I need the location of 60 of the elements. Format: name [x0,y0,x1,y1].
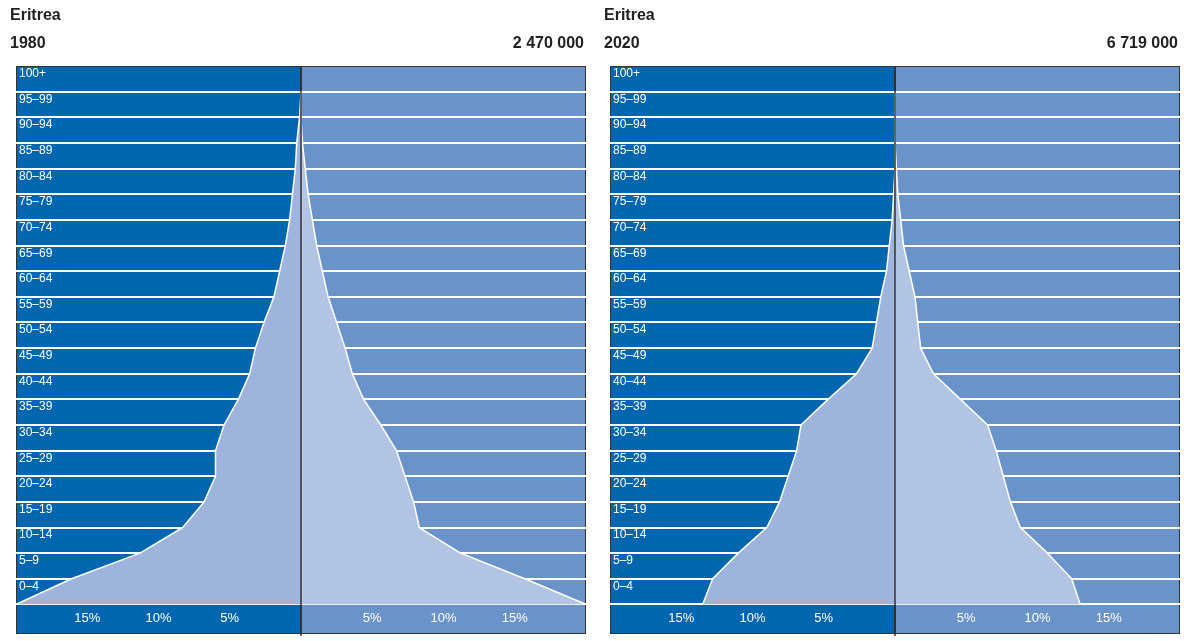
chart-subtitle: 2020 [604,34,640,52]
y-tick-label: 85–89 [19,143,53,158]
y-tick-label: 25–29 [613,450,647,465]
x-tick-label: 5% [220,609,240,625]
y-tick-label: 30–34 [19,424,53,439]
y-tick-label: 55–59 [19,296,53,311]
y-tick-label: 55–59 [613,296,647,311]
y-tick-label: 45–49 [19,348,53,363]
y-tick-label: 5–9 [613,553,634,568]
y-tick-label: 75–79 [613,194,647,209]
chart-title: Eritrea [10,6,61,24]
text: 2 470 000 [512,34,584,52]
y-tick-label: 0–4 [19,578,40,593]
y-tick-label: 50–54 [19,322,53,337]
y-tick-label: 70–74 [613,219,647,234]
y-tick-label: 0–4 [613,578,634,593]
y-tick-label: 75–79 [19,194,53,209]
y-tick-label: 100+ [19,66,47,81]
x-tick-label: 15% [1095,609,1123,625]
y-tick-label: 40–44 [19,373,53,388]
x-tick-label: 10% [145,609,172,625]
y-tick-label: 95–99 [19,91,53,106]
chart-subtitle: 1980 [10,34,46,52]
y-tick-label: 35–39 [613,399,647,414]
y-tick-label: 90–94 [613,117,647,132]
chart-title: Eritrea [604,6,655,24]
y-tick-label: 100+ [613,66,641,81]
y-tick-label: 30–34 [613,424,647,439]
x-tick-label: 5% [362,609,383,625]
x-tick-label: 10% [739,609,766,625]
y-tick-label: 20–24 [613,476,647,491]
text: 6 719 000 [1106,34,1178,52]
x-tick-label: 5% [814,609,834,625]
y-tick-label: 10–14 [19,527,53,542]
y-tick-label: 65–69 [19,245,53,260]
y-tick-label: 60–64 [19,271,53,286]
y-tick-label: 5–9 [19,553,40,568]
y-tick-label: 15–19 [19,501,53,516]
x-tick-label: 5% [956,609,977,625]
y-tick-label: 50–54 [613,322,647,337]
y-tick-label: 25–29 [19,450,53,465]
y-tick-label: 85–89 [613,143,647,158]
y-tick-label: 90–94 [19,117,53,132]
y-tick-label: 60–64 [613,271,647,286]
x-tick-label: 15% [668,609,695,625]
y-tick-label: 70–74 [19,219,53,234]
x-tick-label: 15% [501,609,529,625]
x-tick-label: 10% [430,609,457,625]
y-tick-label: 45–49 [613,348,647,363]
y-tick-label: 80–84 [613,168,647,183]
y-tick-label: 15–19 [613,501,647,516]
y-tick-label: 10–14 [613,527,647,542]
y-tick-label: 35–39 [19,399,53,414]
y-tick-label: 65–69 [613,245,647,260]
x-tick-label: 15% [74,609,101,625]
y-tick-label: 80–84 [19,168,53,183]
y-tick-label: 95–99 [613,91,647,106]
y-tick-label: 20–24 [19,476,53,491]
x-tick-label: 10% [1024,609,1051,625]
y-tick-label: 40–44 [613,373,647,388]
